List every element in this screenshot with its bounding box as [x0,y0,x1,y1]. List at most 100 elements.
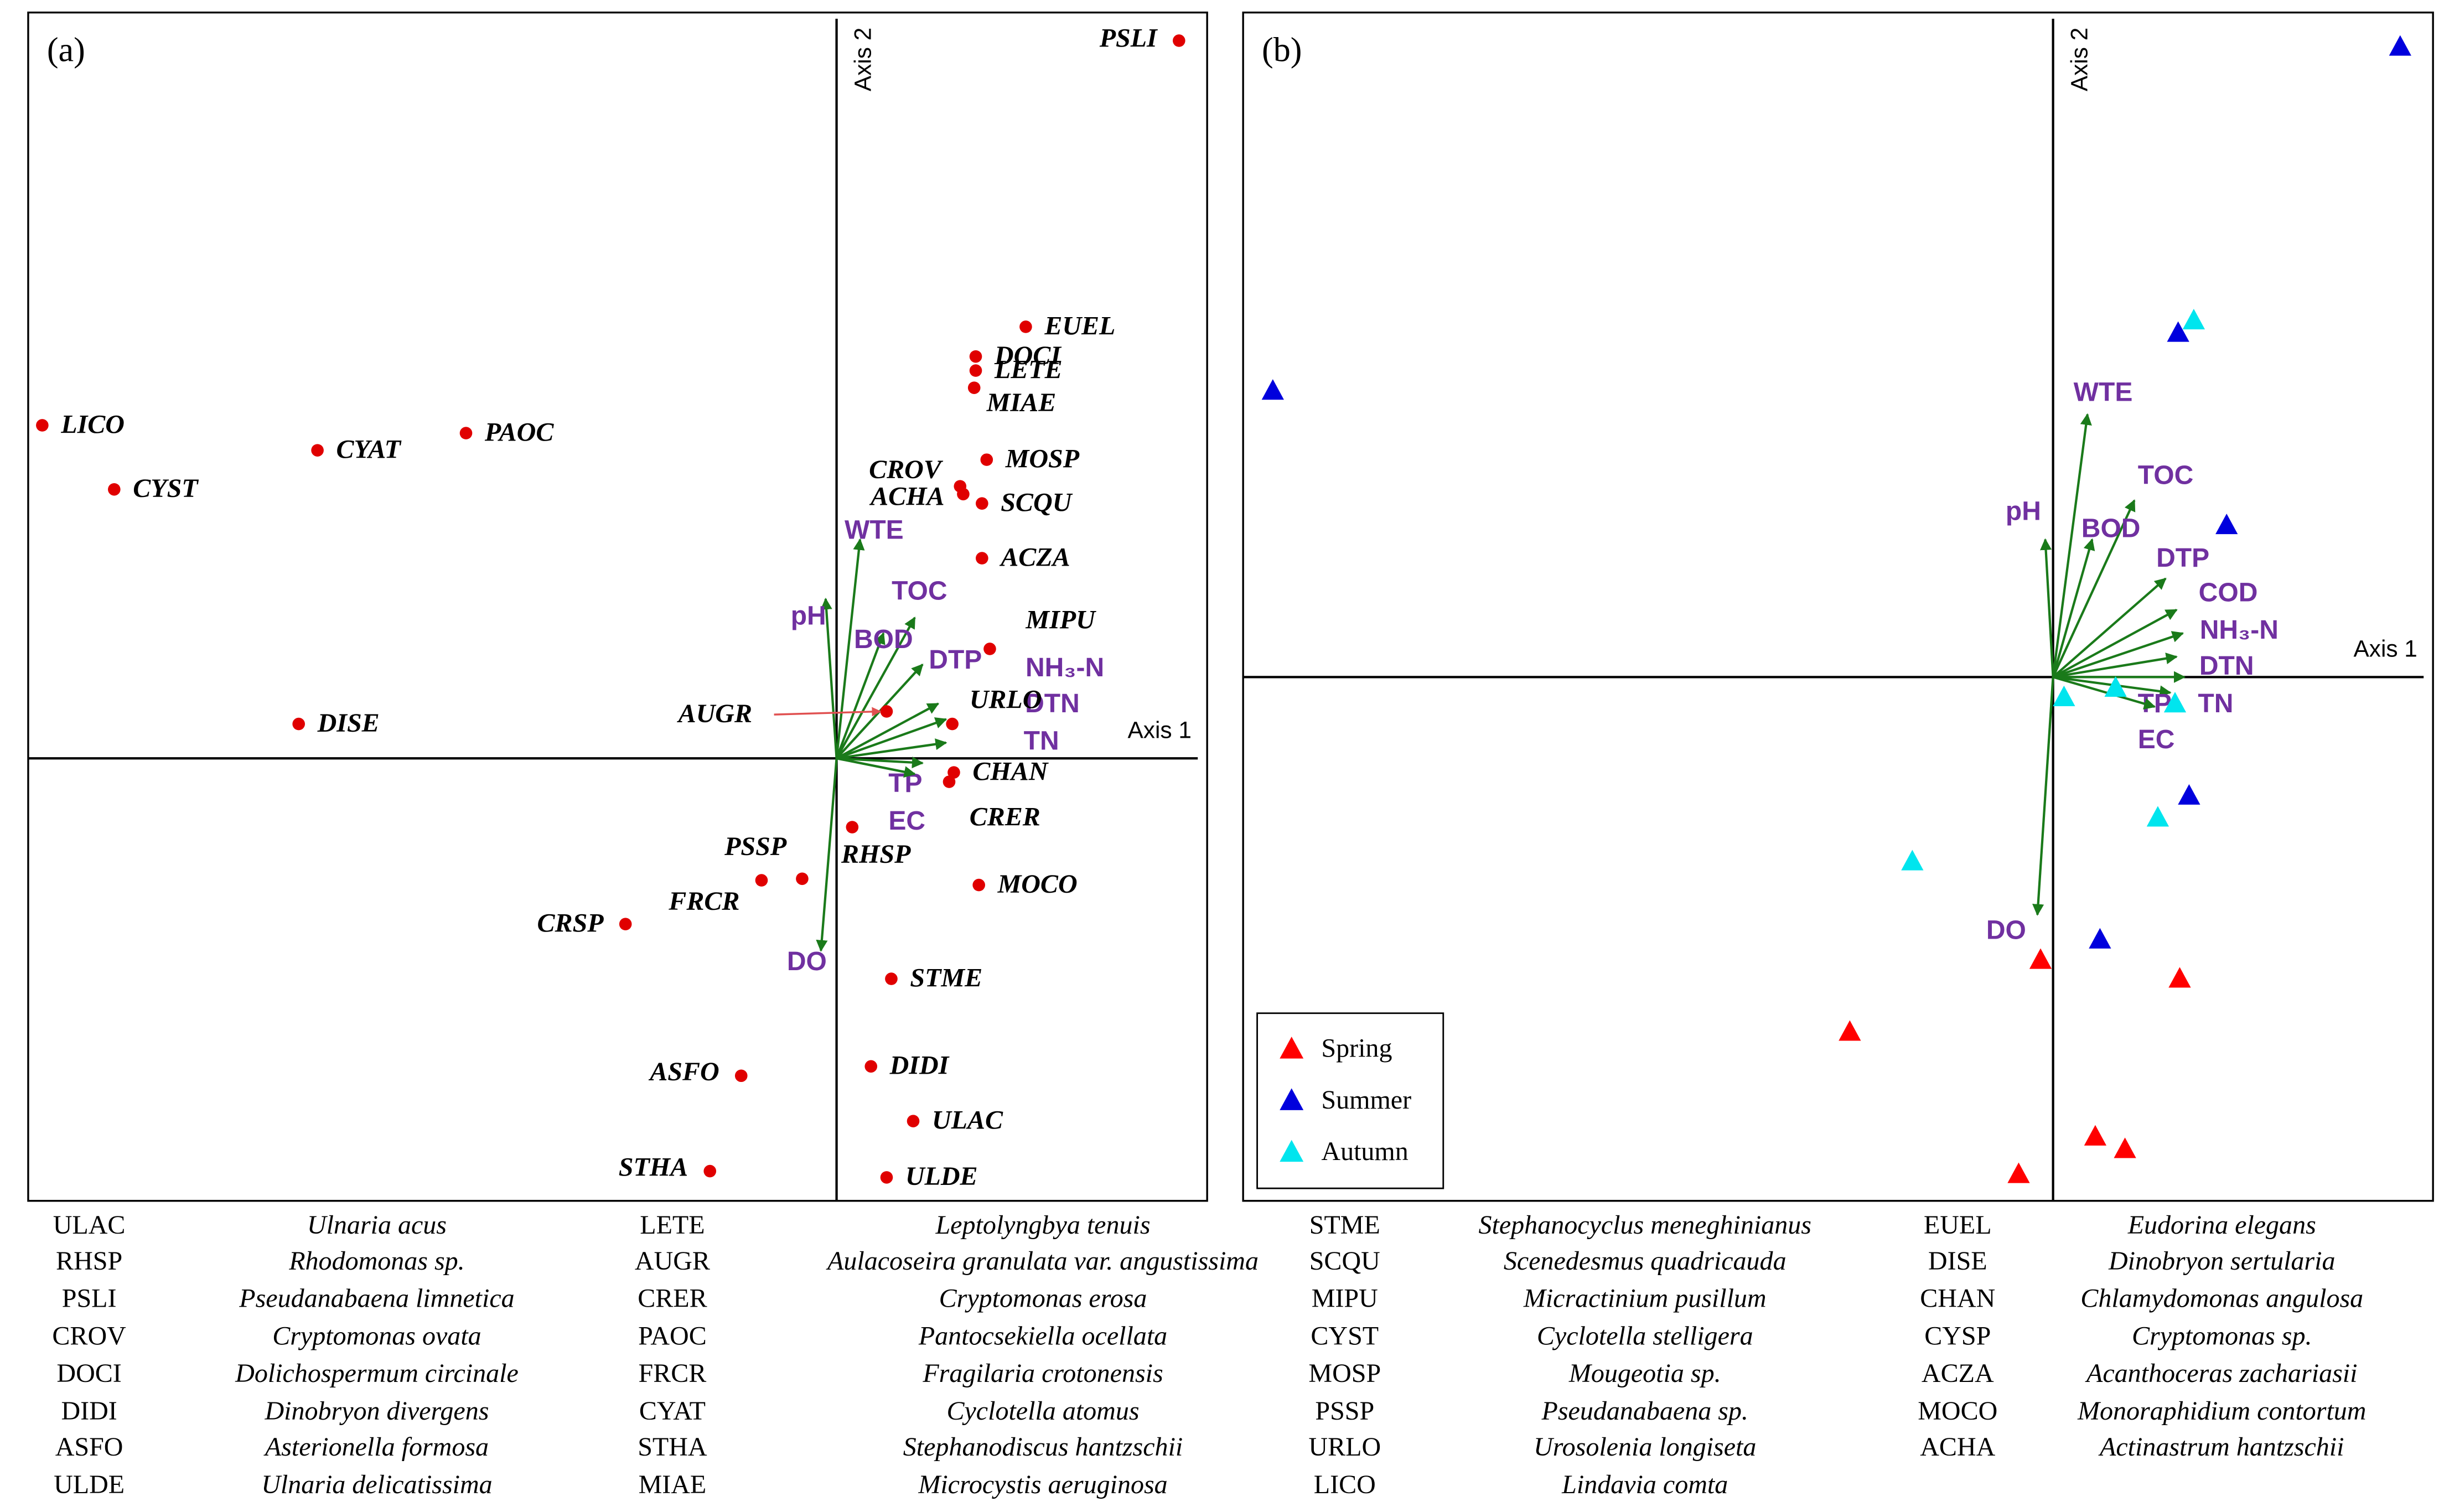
species-point [972,878,985,892]
env-label: BOD [2081,514,2141,543]
species-point [619,918,632,931]
species-point [976,497,988,510]
env-label: DTP [929,645,982,675]
key-abbr: FRCR [639,1359,707,1388]
key-abbr: CHAN [1920,1284,1995,1313]
key-name: Dinobryon sertularia [2108,1246,2335,1276]
env-label: TN [1024,727,1059,756]
legend-swatch [1280,1037,1304,1059]
key-abbr: EUEL [1924,1210,1992,1240]
key-abbr: STHA [638,1432,707,1462]
sample-triangle [2146,806,2169,827]
species-label: LETE [994,355,1063,384]
key-name: Leptolyngbya tenuis [935,1210,1150,1240]
species-label: CRSP [537,909,604,938]
key-name: Dinobryon divergens [264,1396,489,1426]
env-vector [836,702,940,760]
sample-triangle [1261,379,1284,400]
key-name: Chlamydomonas angulosa [2080,1284,2363,1313]
species-point [36,419,49,432]
env-vector [816,758,838,952]
env-label: COD [2199,578,2258,607]
env-label: EC [2138,725,2175,754]
sample-triangle [1839,1020,1861,1041]
env-vector [2052,577,2167,678]
species-point [846,821,859,833]
sample-triangle [2163,692,2187,713]
key-name: Lindavia comta [1561,1470,1728,1499]
species-label: MOSP [1005,444,1080,473]
sample-triangle [2084,1125,2107,1146]
species-label: EUEL [1044,311,1115,340]
legend-label: Autumn [1321,1137,1408,1166]
sample-triangle [1901,850,1924,871]
key-abbr: DOCI [56,1359,121,1388]
y-axis-label: Axis 2 [2067,28,2093,91]
env-vector [835,538,865,759]
species-label: CROV [869,455,944,484]
y-axis-label: Axis 2 [850,28,876,91]
env-vector [2052,413,2092,677]
env-vector [835,617,916,759]
species-point [983,643,996,655]
key-name: Monoraphidium contortum [2077,1396,2367,1426]
legend-label: Spring [1321,1034,1392,1063]
panel-label: (a) [47,31,85,69]
species-label: CYAT [336,435,402,464]
env-label: pH [791,602,826,631]
key-abbr: STME [1309,1210,1380,1240]
species-label: AUGR [677,699,752,728]
species-label: RHSP [841,840,911,869]
sample-triangle [2114,1137,2136,1158]
sample-triangle [2215,514,2238,535]
env-label: DTP [2156,543,2209,573]
key-abbr: LICO [1314,1470,1376,1499]
species-point [885,972,898,985]
species-label: CHAN [972,757,1049,786]
species-label: DOCI [994,341,1062,370]
key-name: Micractinium pusillum [1523,1284,1767,1313]
env-label: TOC [892,576,947,605]
env-vector [2052,631,2184,679]
env-label: EC [888,806,925,836]
species-point [459,427,473,439]
key-abbr: ULAC [53,1210,126,1240]
sample-triangle [2178,784,2200,805]
species-label: ULDE [905,1162,978,1191]
env-label: TOC [2138,460,2193,490]
species-point [1173,34,1185,47]
env-label: WTE [845,515,904,545]
legend-label: Summer [1321,1085,1411,1115]
species-label: CRER [970,802,1040,831]
key-abbr: SCQU [1309,1246,1380,1276]
env-vector [836,757,924,769]
species-point [880,1171,893,1184]
panel-frame [1242,11,2434,1202]
species-label: PSLI [1099,23,1158,53]
key-name: Cryptomonas ovata [272,1321,481,1350]
species-label: LICO [60,410,125,439]
key-abbr: PAOC [638,1321,707,1350]
key-abbr: CYAT [639,1396,706,1426]
species-point [969,364,982,377]
key-abbr: LETE [640,1210,705,1240]
sample-triangle [2007,1162,2030,1183]
key-name: Microcystis aeruginosa [918,1470,1167,1499]
env-vector [820,597,838,759]
species-point [734,1069,748,1083]
key-abbr: PSLI [62,1284,117,1313]
key-abbr: ASFO [55,1432,123,1462]
env-vector [2032,677,2054,916]
species-label: FRCR [668,887,739,916]
key-name: Ulnaria acus [307,1210,447,1240]
key-abbr: ULDE [54,1470,125,1499]
env-label: DO [1986,916,2026,945]
env-vector [2052,499,2136,678]
key-abbr: MOSP [1308,1359,1381,1388]
species-point [311,444,324,457]
pointer-arrow [774,707,882,717]
species-label: ACHA [869,481,944,511]
env-label: DO [787,947,827,976]
species-label: ACZA [999,542,1070,572]
